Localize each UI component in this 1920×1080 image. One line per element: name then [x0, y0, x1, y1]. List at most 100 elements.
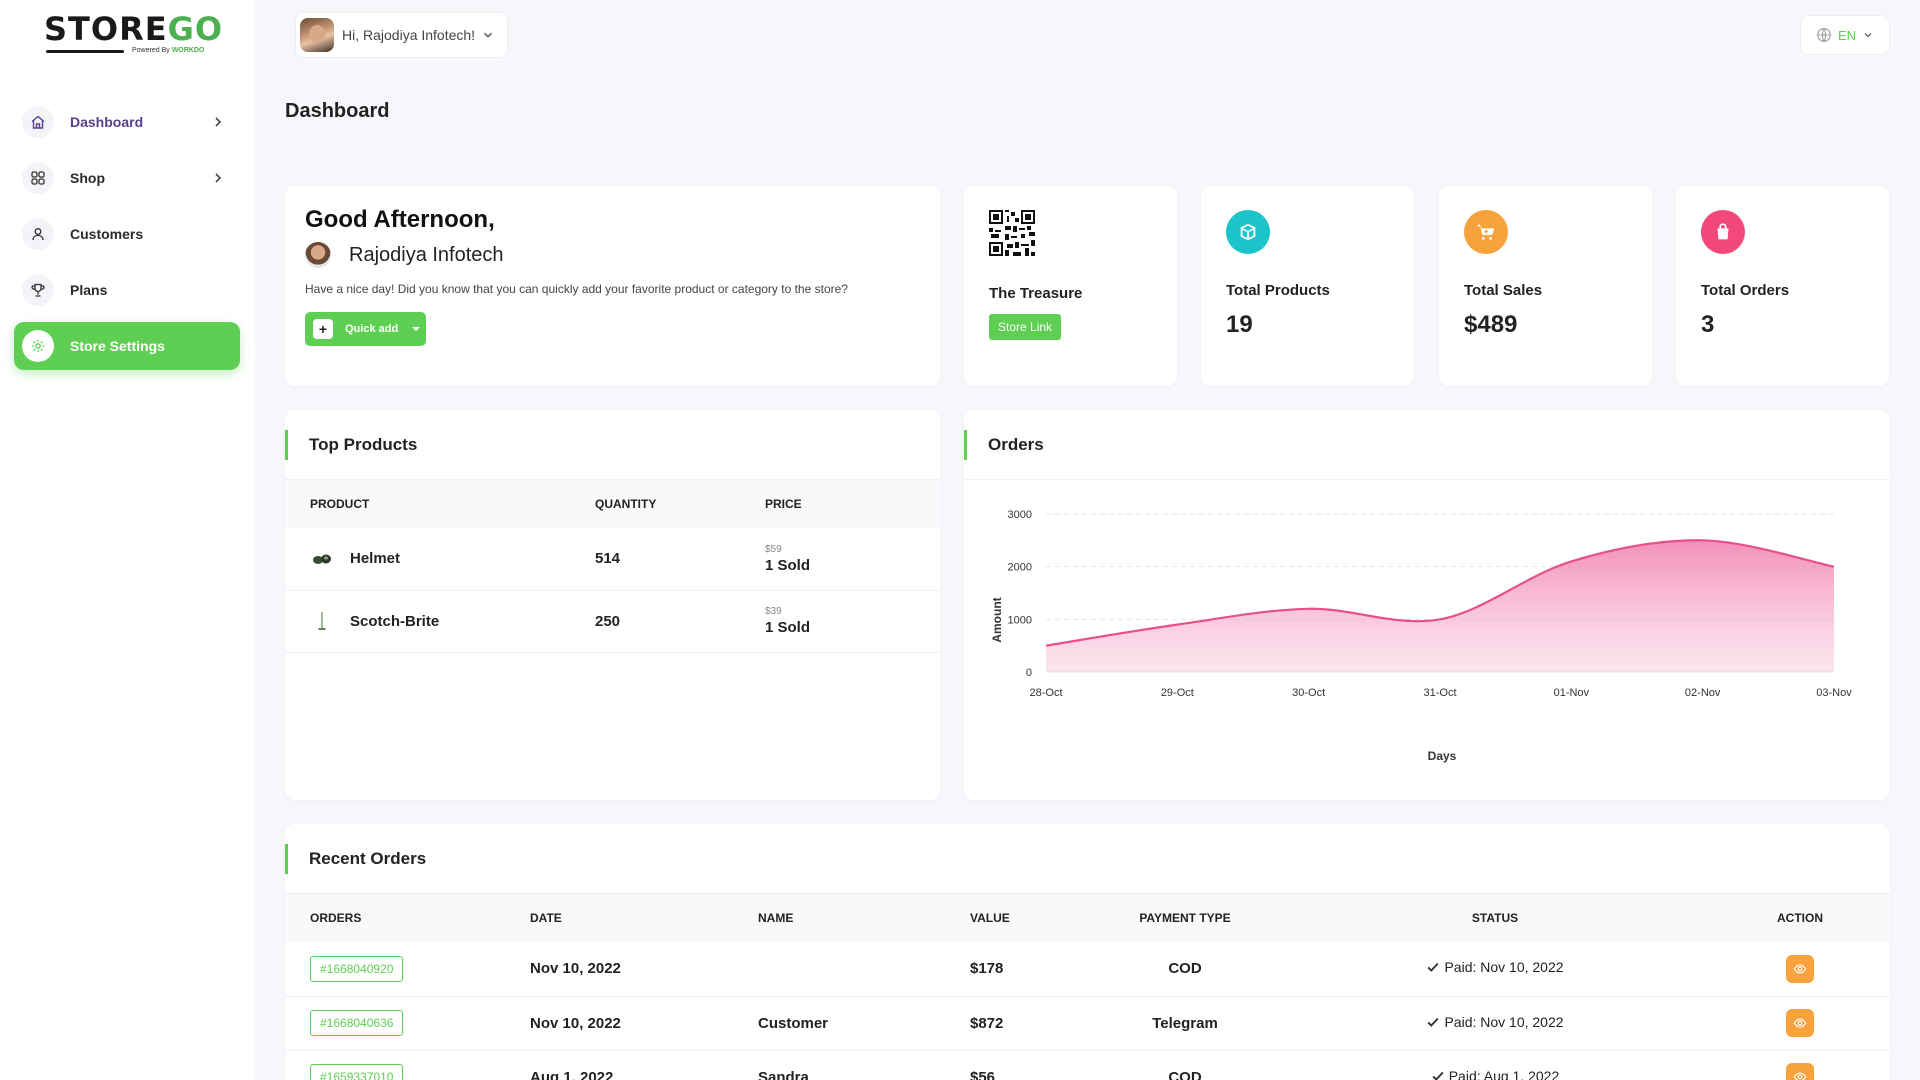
sidebar-item-store-settings[interactable]: Store Settings [14, 322, 240, 370]
recent-orders-table: ORDERS DATE NAME VALUE PAYMENT TYPE STAT… [285, 894, 1890, 1080]
order-value: $178 [970, 942, 1090, 997]
scotch-brite-product-image [310, 609, 334, 633]
x-axis-title: Days [1428, 749, 1457, 763]
product-quantity: 514 [595, 528, 765, 591]
y-tick-label: 1000 [1008, 614, 1032, 626]
table-row: #1668040920 Nov 10, 2022 $178 COD Paid: … [285, 942, 1890, 997]
cart-icon [1464, 210, 1508, 254]
order-status-text: Paid: Aug 1, 2022 [1448, 1067, 1560, 1080]
top-products-header: Top Products [285, 410, 940, 480]
powered-by-text: Powered By [132, 47, 170, 54]
order-date: Nov 10, 2022 [530, 996, 758, 1051]
recent-orders-card: Recent Orders ORDERS DATE NAME VALUE PAY… [285, 824, 1890, 1080]
view-order-button[interactable] [1786, 1009, 1814, 1037]
grid-icon [22, 162, 54, 194]
stat-label: Total Orders [1701, 282, 1790, 299]
stat-card-total-orders: Total Orders 3 [1676, 186, 1889, 386]
column-header: ORDERS [310, 911, 362, 925]
sidebar-item-dashboard[interactable]: Dashboard [14, 98, 240, 146]
product-name: Helmet [350, 550, 401, 568]
stat-card-total-products: Total Products 19 [1201, 186, 1414, 386]
user-menu[interactable]: Hi, Rajodiya Infotech! [295, 12, 509, 58]
home-icon [22, 106, 54, 138]
x-tick-label: 28-Oct [1029, 687, 1062, 699]
chart-area-fill [1046, 540, 1834, 672]
column-header: PRICE [765, 497, 802, 511]
orders-chart-card: Orders 0 1000 2000 3000 28-Oct 29-Oct 30-Oct 31… [964, 410, 1890, 800]
top-products-card: Top Products PRODUCT QUANTITY PRICE Helm… [285, 410, 940, 800]
product-price: $39 [765, 606, 782, 617]
brand-logo[interactable]: STOREGO Powered By WORKDO [44, 12, 222, 58]
sidebar-item-customers[interactable]: Customers [14, 210, 240, 258]
view-order-button[interactable] [1786, 954, 1814, 983]
chart-series-line [1045, 539, 1835, 647]
order-customer-name: Customer [758, 996, 970, 1051]
order-status-text: Paid: Nov 10, 2022 [1444, 1013, 1564, 1030]
x-tick-label: 01-Nov [1554, 687, 1590, 699]
order-value: $56 [970, 1050, 1090, 1080]
product-quantity: 250 [595, 590, 765, 653]
product-name-cell: Helmet [310, 547, 595, 571]
table-header-row: ORDERS DATE NAME VALUE PAYMENT TYPE STAT… [285, 894, 1890, 942]
order-customer-name [758, 942, 970, 997]
section-title: Recent Orders [309, 848, 427, 868]
stat-value: $489 [1464, 311, 1518, 338]
stat-value: 19 [1226, 311, 1253, 338]
section-title: Top Products [309, 434, 418, 454]
sidebar-item-label: Plans [70, 282, 108, 298]
order-status: Paid: Nov 10, 2022 [1426, 959, 1564, 975]
x-tick-label: 31-Oct [1423, 687, 1456, 699]
powered-by-brand: WORKDO [171, 47, 205, 54]
welcome-title: Good Afternoon, [305, 206, 495, 233]
avatar [305, 242, 331, 268]
product-price: $59 [765, 543, 782, 555]
table-row[interactable]: Helmet 514 $59 1 Sold [285, 528, 940, 591]
order-date: Nov 10, 2022 [530, 942, 758, 997]
logo-powered-by: Powered By WORKDO [132, 47, 204, 54]
order-id-link[interactable]: #1659337010 [310, 1064, 404, 1080]
x-tick-label: 03-Nov [1816, 687, 1852, 699]
product-name-cell: Scotch-Brite [310, 609, 595, 633]
user-icon [22, 218, 54, 250]
sidebar-item-label: Shop [70, 170, 105, 186]
y-axis-title: Amount [990, 597, 1004, 642]
top-products-table: PRODUCT QUANTITY PRICE Helmet 514 $59 1 … [285, 480, 940, 653]
eye-icon [1793, 1072, 1807, 1080]
brand-name-part2: GO [167, 10, 224, 48]
stat-card-treasure: The Treasure Store Link [964, 186, 1177, 386]
table-row[interactable]: Scotch-Brite 250 $39 1 Sold [285, 590, 940, 653]
eye-icon [1793, 964, 1807, 974]
orders-chart-header: Orders [964, 410, 1890, 480]
order-payment-type: Telegram [1090, 996, 1280, 1051]
order-payment-type: COD [1090, 1050, 1280, 1080]
plus-icon: + [313, 319, 333, 339]
welcome-user: Rajodiya Infotech [305, 242, 920, 268]
language-code: EN [1837, 27, 1857, 43]
order-status: Paid: Nov 10, 2022 [1426, 1013, 1564, 1030]
sidebar-item-shop[interactable]: Shop [14, 154, 240, 202]
x-tick-label: 02-Nov [1685, 687, 1721, 699]
product-sold: 1 Sold [765, 619, 811, 636]
y-tick-label: 2000 [1008, 562, 1032, 574]
column-header: VALUE [970, 911, 1010, 925]
welcome-message: Have a nice day! Did you know that you c… [305, 282, 848, 296]
quick-add-label: Quick add [345, 323, 399, 335]
y-tick-label: 3000 [1008, 509, 1032, 521]
chevron-right-icon [215, 173, 222, 183]
sidebar-item-plans[interactable]: Plans [14, 266, 240, 314]
eye-icon [1793, 1018, 1807, 1028]
language-selector[interactable]: EN [1800, 15, 1890, 55]
qr-code-icon[interactable] [989, 210, 1035, 256]
store-link-button[interactable]: Store Link [989, 314, 1062, 340]
quick-add-button[interactable]: + Quick add [305, 312, 427, 346]
product-name: Scotch-Brite [350, 612, 440, 630]
y-tick-label: 0 [1026, 667, 1032, 679]
order-status: Paid: Aug 1, 2022 [1431, 1067, 1560, 1080]
recent-orders-header: Recent Orders [285, 824, 1890, 894]
welcome-card: Good Afternoon, Rajodiya Infotech Have a… [285, 186, 940, 386]
logo-underline [46, 50, 124, 53]
order-id-link[interactable]: #1668040636 [310, 1010, 404, 1036]
order-id-link[interactable]: #1668040920 [310, 955, 404, 982]
gear-icon [22, 330, 54, 362]
view-order-button[interactable] [1786, 1063, 1814, 1080]
